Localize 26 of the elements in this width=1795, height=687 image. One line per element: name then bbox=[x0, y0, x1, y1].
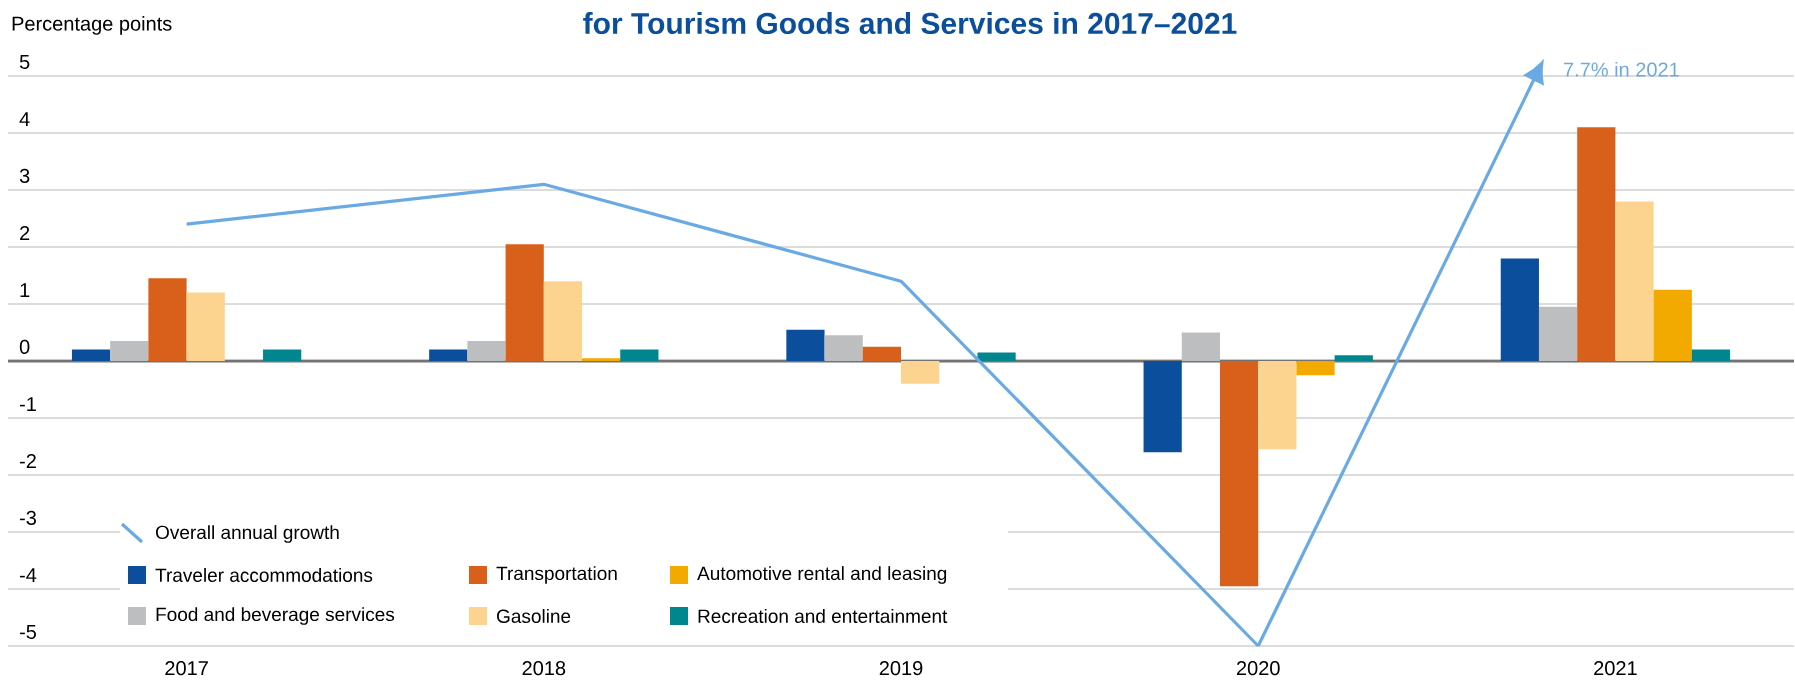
y-axis-title: Percentage points bbox=[12, 16, 172, 35]
y-tick-label: -2 bbox=[19, 453, 36, 468]
y-tick-label: 3 bbox=[19, 168, 30, 183]
y-tick-label: -1 bbox=[19, 397, 36, 411]
x-tick-label: 2017 bbox=[165, 661, 208, 676]
y-tick-label: 2 bbox=[20, 225, 30, 240]
y-tick-label: 4 bbox=[19, 112, 30, 126]
y-tick-label: 0 bbox=[19, 339, 30, 354]
legend-label: Traveler accommodations bbox=[155, 568, 373, 582]
legend-label: Overall annual growth bbox=[155, 525, 339, 543]
annotation: 7.7% in 2021 bbox=[1564, 61, 1679, 77]
legend-label: Recreation and entertainment bbox=[698, 609, 948, 623]
x-tick-label: 2018 bbox=[522, 661, 566, 676]
y-tick-label: 1 bbox=[20, 283, 30, 297]
x-tick-label: 2020 bbox=[1236, 661, 1280, 676]
legend-label: Transportation bbox=[496, 566, 617, 584]
chart-title: for Tourism Goods and Services in 2017–2021 bbox=[583, 12, 1237, 35]
legend-label: Gasoline bbox=[497, 609, 571, 623]
y-tick-label: -3 bbox=[19, 510, 36, 525]
legend-label: Food and beverage services bbox=[156, 607, 395, 625]
x-tick-label: 2019 bbox=[879, 661, 923, 676]
x-tick-label: 2021 bbox=[1594, 661, 1637, 676]
y-tick-label: 5 bbox=[19, 54, 30, 69]
y-tick-label: -4 bbox=[19, 568, 37, 582]
y-tick-label: -5 bbox=[19, 624, 37, 639]
legend-label: Automotive rental and leasing bbox=[697, 566, 947, 584]
